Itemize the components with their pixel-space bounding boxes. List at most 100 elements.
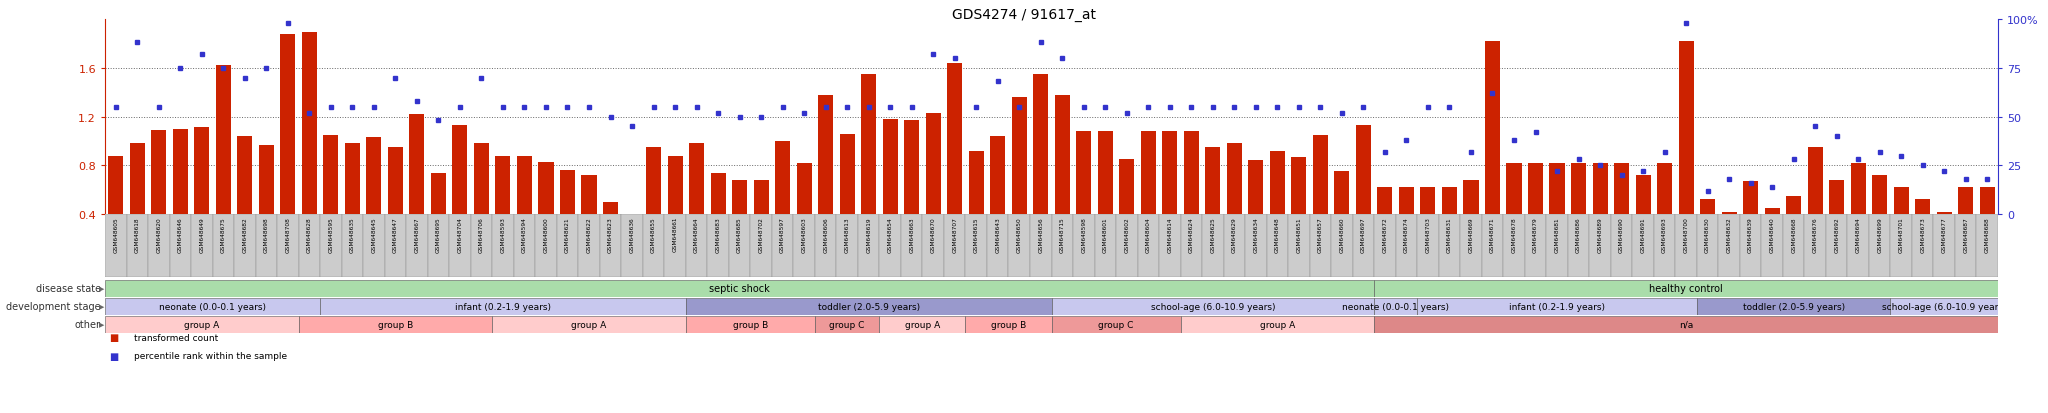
Bar	[1073, 214, 1094, 277]
Bar	[129, 144, 145, 214]
Bar	[1851, 164, 1866, 214]
Bar	[342, 214, 362, 277]
Text: group A: group A	[1260, 320, 1294, 329]
Text: GSM648620: GSM648620	[156, 216, 162, 252]
Text: GSM648708: GSM648708	[285, 216, 291, 252]
Text: GSM648674: GSM648674	[1405, 216, 1409, 252]
Bar	[602, 202, 618, 214]
Bar	[1632, 214, 1655, 277]
Bar	[664, 214, 686, 277]
Text: GSM648593: GSM648593	[500, 216, 506, 252]
Bar	[1184, 132, 1198, 214]
Text: GSM648634: GSM648634	[1253, 216, 1257, 252]
Bar	[1137, 214, 1159, 277]
Bar	[1765, 209, 1780, 214]
Bar	[449, 214, 471, 277]
Bar	[1227, 144, 1241, 214]
Bar	[1528, 164, 1542, 214]
Text: GSM648650: GSM648650	[1016, 216, 1022, 252]
Text: GSM648630: GSM648630	[1706, 216, 1710, 252]
Bar	[1245, 214, 1266, 277]
Text: GSM648692: GSM648692	[1835, 216, 1839, 252]
Bar	[1722, 212, 1737, 214]
Bar	[754, 180, 768, 214]
Bar	[1120, 160, 1135, 214]
Bar	[387, 147, 403, 214]
Text: GSM648624: GSM648624	[1188, 216, 1194, 252]
Bar	[1352, 214, 1374, 277]
Text: other: other	[76, 320, 100, 330]
Text: GSM648689: GSM648689	[1597, 216, 1602, 252]
Text: GSM648670: GSM648670	[930, 216, 936, 252]
Bar	[195, 128, 209, 214]
Bar	[1808, 147, 1823, 214]
Text: GSM648614: GSM648614	[1167, 216, 1171, 252]
Text: GSM648640: GSM648640	[1769, 216, 1776, 252]
Text: GSM648648: GSM648648	[1274, 216, 1280, 252]
Text: GSM648675: GSM648675	[221, 216, 225, 252]
Bar	[1698, 298, 1890, 315]
Text: GSM648602: GSM648602	[1124, 216, 1128, 252]
Bar	[557, 214, 578, 277]
Bar	[578, 214, 600, 277]
Bar	[104, 298, 319, 315]
Bar	[643, 214, 664, 277]
Bar	[104, 316, 299, 333]
Bar	[1378, 188, 1393, 214]
Bar	[1438, 214, 1460, 277]
Bar	[1051, 316, 1180, 333]
Text: GSM648605: GSM648605	[113, 216, 119, 252]
Bar	[879, 316, 965, 333]
Bar	[1870, 214, 1890, 277]
Text: GSM648707: GSM648707	[952, 216, 956, 252]
Bar	[1464, 180, 1479, 214]
Bar	[1356, 126, 1370, 214]
Bar	[1313, 135, 1327, 214]
Bar	[514, 214, 535, 277]
Bar	[539, 162, 553, 214]
Bar	[1890, 214, 1913, 277]
Bar	[1761, 214, 1784, 277]
Bar	[1163, 132, 1178, 214]
Text: GSM648664: GSM648664	[694, 216, 698, 252]
Text: GSM648700: GSM648700	[1683, 216, 1690, 252]
Bar	[1292, 157, 1307, 214]
Text: GSM648635: GSM648635	[350, 216, 354, 252]
Bar	[1784, 214, 1804, 277]
Text: GSM648683: GSM648683	[715, 216, 721, 252]
Text: GSM648594: GSM648594	[522, 216, 526, 252]
Bar	[152, 131, 166, 214]
Bar	[707, 214, 729, 277]
Bar	[319, 298, 686, 315]
Text: toddler (2.0-5.9 years): toddler (2.0-5.9 years)	[817, 302, 920, 311]
Bar	[1374, 298, 1417, 315]
Text: GSM648688: GSM648688	[1985, 216, 1991, 252]
Text: GSM648657: GSM648657	[1319, 216, 1323, 252]
Text: GSM648615: GSM648615	[973, 216, 979, 252]
Bar	[1741, 214, 1761, 277]
Text: GDS4274 / 91617_at: GDS4274 / 91617_at	[952, 8, 1096, 22]
Bar	[170, 214, 190, 277]
Bar	[1030, 214, 1051, 277]
Text: development stage: development stage	[6, 302, 100, 312]
Text: toddler (2.0-5.9 years): toddler (2.0-5.9 years)	[1743, 302, 1845, 311]
Bar	[1051, 214, 1073, 277]
Bar	[686, 316, 815, 333]
Bar	[281, 35, 295, 214]
Text: GSM648694: GSM648694	[1855, 216, 1862, 252]
Bar	[213, 214, 233, 277]
Text: GSM648697: GSM648697	[1362, 216, 1366, 252]
Text: GSM648686: GSM648686	[1577, 216, 1581, 252]
Text: neonate (0.0-0.1 years): neonate (0.0-0.1 years)	[1341, 302, 1450, 311]
Text: group C: group C	[829, 320, 864, 329]
Text: GSM648603: GSM648603	[801, 216, 807, 252]
Text: healthy control: healthy control	[1649, 284, 1722, 294]
Bar	[127, 214, 147, 277]
Bar	[1270, 151, 1284, 214]
Bar	[1399, 188, 1413, 214]
Text: group C: group C	[1098, 320, 1135, 329]
Bar	[453, 126, 467, 214]
Bar	[1180, 214, 1202, 277]
Bar	[215, 66, 231, 214]
Text: ▶: ▶	[98, 304, 104, 310]
